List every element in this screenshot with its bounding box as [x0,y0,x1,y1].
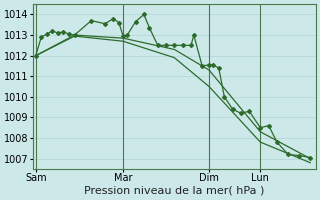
X-axis label: Pression niveau de la mer( hPa ): Pression niveau de la mer( hPa ) [84,186,265,196]
